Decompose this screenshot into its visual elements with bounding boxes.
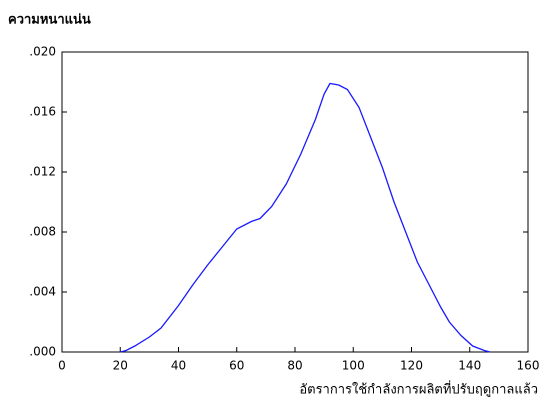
plot-frame — [61, 51, 529, 353]
y-tick-label: .000 — [29, 345, 56, 359]
y-tick-label: .004 — [29, 285, 56, 299]
x-tick-label: 0 — [58, 359, 66, 373]
y-tick-label: .008 — [29, 225, 56, 239]
x-tick-label: 80 — [287, 359, 302, 373]
x-tick-label: 160 — [517, 359, 540, 373]
x-tick-label: 60 — [229, 359, 244, 373]
x-tick-label: 140 — [458, 359, 481, 373]
x-tick-label: 100 — [342, 359, 365, 373]
y-tick-label: .012 — [29, 165, 56, 179]
x-tick-label: 20 — [113, 359, 128, 373]
y-axis-title: ความหนาแน่น — [8, 13, 91, 28]
x-axis-title: อัตราการใช้กำลังการผลิตที่ปรับฤดูกาลแล้ว — [299, 381, 538, 398]
x-tick-label: 120 — [400, 359, 423, 373]
x-tick-label: 40 — [171, 359, 186, 373]
density-line — [120, 82, 491, 353]
y-tick-label: .016 — [29, 105, 56, 119]
y-tick-label: .020 — [29, 45, 56, 59]
